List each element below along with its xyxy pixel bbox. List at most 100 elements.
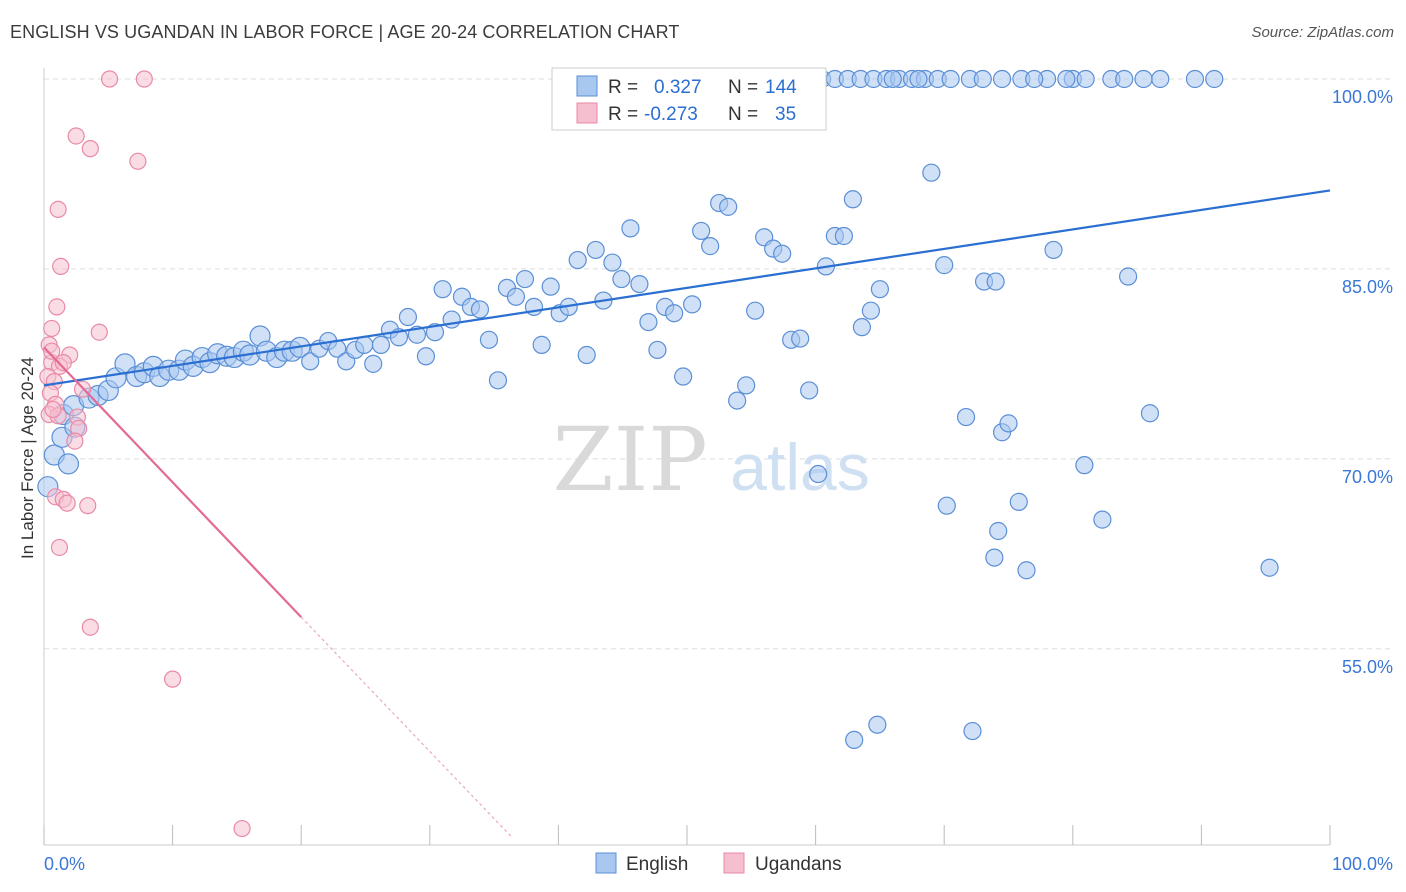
english-point bbox=[371, 335, 391, 354]
english-point bbox=[1260, 558, 1279, 577]
ugandan-point bbox=[43, 342, 61, 360]
tick-labels: 55.0% 70.0% 85.0% 100.0% 0.0% 100.0% bbox=[44, 87, 1393, 874]
english-point bbox=[506, 287, 526, 306]
english-point bbox=[541, 277, 560, 296]
english-point bbox=[992, 69, 1012, 89]
legend-box bbox=[551, 67, 827, 131]
english-point bbox=[1093, 510, 1112, 529]
english-point bbox=[603, 253, 622, 272]
english-point bbox=[416, 347, 436, 366]
english-point bbox=[398, 307, 418, 327]
english-point bbox=[1118, 267, 1138, 286]
english-point bbox=[963, 721, 982, 741]
english-point bbox=[665, 304, 684, 323]
english-points bbox=[37, 69, 1279, 750]
english-point bbox=[845, 730, 864, 750]
y-tick-label: 55.0% bbox=[1342, 657, 1393, 677]
english-point bbox=[1134, 69, 1153, 89]
ugandan-point bbox=[67, 127, 85, 145]
english-point bbox=[532, 335, 551, 354]
english-point bbox=[621, 219, 640, 238]
legend-r-label-ugandan: R = bbox=[608, 104, 638, 125]
english-point bbox=[639, 312, 658, 332]
english-point bbox=[470, 300, 490, 319]
english-point bbox=[701, 237, 720, 256]
ugandan-point bbox=[135, 70, 153, 88]
legend-swatch-english bbox=[576, 75, 598, 97]
english-point bbox=[791, 329, 810, 348]
ugandan-point bbox=[48, 298, 66, 316]
english-point bbox=[883, 69, 902, 89]
english-point bbox=[843, 190, 862, 209]
english-trendline bbox=[43, 189, 1331, 387]
english-point bbox=[986, 272, 1005, 291]
english-point bbox=[1076, 69, 1095, 89]
english-point bbox=[1205, 69, 1224, 89]
stats-legend: R = 0.327 N = 144 R = -0.273 N = 35 bbox=[551, 67, 827, 131]
english-point bbox=[861, 301, 880, 320]
english-point bbox=[568, 250, 587, 270]
source-label: Source: ZipAtlas.com bbox=[1251, 24, 1394, 41]
ugandan-point bbox=[79, 497, 97, 515]
y-tick-label: 85.0% bbox=[1342, 277, 1393, 297]
english-point bbox=[870, 280, 890, 299]
english-point bbox=[612, 269, 631, 289]
legend-n-label-english: N = bbox=[728, 77, 758, 98]
ugandan-trendline-extension bbox=[300, 616, 512, 837]
english-point bbox=[586, 240, 605, 260]
legend-n-label-ugandan: N = bbox=[728, 104, 758, 125]
english-point bbox=[1185, 69, 1205, 89]
watermark-zip: ZIP bbox=[552, 408, 707, 511]
chart-title: ENGLISH VS UGANDAN IN LABOR FORCE | AGE … bbox=[10, 22, 680, 42]
english-point bbox=[937, 496, 956, 515]
english-point bbox=[852, 318, 871, 337]
legend-r-value-ugandan: -0.273 bbox=[644, 104, 698, 125]
legend-r-value-english: 0.327 bbox=[654, 77, 702, 98]
english-point bbox=[301, 352, 320, 371]
ugandan-point bbox=[90, 323, 108, 341]
english-point bbox=[737, 376, 756, 395]
trendlines bbox=[43, 189, 1331, 837]
english-point bbox=[922, 163, 941, 182]
english-point bbox=[1025, 69, 1044, 89]
english-point bbox=[1075, 456, 1094, 475]
english-point bbox=[577, 345, 596, 365]
legend-n-value-ugandan: 35 bbox=[775, 104, 796, 125]
ugandan-point bbox=[44, 400, 62, 419]
english-point bbox=[692, 221, 711, 241]
watermark-atlas: atlas bbox=[730, 430, 869, 504]
english-point bbox=[364, 354, 383, 373]
x-tick-label-min: 0.0% bbox=[44, 854, 85, 874]
bottom-legend-swatch-ugandan bbox=[723, 852, 745, 874]
english-point bbox=[956, 407, 976, 427]
english-point bbox=[985, 548, 1004, 567]
english-point bbox=[674, 367, 693, 386]
y-tick-label: 70.0% bbox=[1342, 467, 1393, 487]
y-tick-label: 100.0% bbox=[1332, 87, 1393, 107]
english-point bbox=[479, 330, 499, 349]
english-point bbox=[809, 464, 828, 484]
ugandan-point bbox=[58, 494, 76, 512]
english-point bbox=[488, 371, 508, 390]
english-point bbox=[1057, 69, 1076, 89]
ugandan-point bbox=[43, 319, 61, 338]
english-point bbox=[1140, 404, 1160, 423]
bottom-legend-swatch-english bbox=[595, 852, 617, 874]
ugandan-point bbox=[49, 200, 67, 219]
english-point bbox=[989, 521, 1008, 541]
english-point bbox=[648, 340, 667, 360]
bottom-legend-label-ugandan: Ugandans bbox=[755, 854, 842, 875]
english-point bbox=[630, 275, 649, 294]
english-point bbox=[433, 280, 452, 299]
english-point bbox=[719, 197, 738, 216]
english-point bbox=[1017, 561, 1036, 580]
english-point bbox=[973, 69, 992, 89]
english-point bbox=[773, 244, 792, 263]
english-point bbox=[1044, 240, 1063, 260]
x-tick-label-max: 100.0% bbox=[1332, 854, 1393, 874]
english-point bbox=[746, 301, 765, 320]
ugandan-point bbox=[81, 140, 99, 158]
legend-n-value-english: 144 bbox=[765, 77, 797, 98]
english-point bbox=[683, 295, 702, 314]
legend-r-label-english: R = bbox=[608, 77, 638, 98]
